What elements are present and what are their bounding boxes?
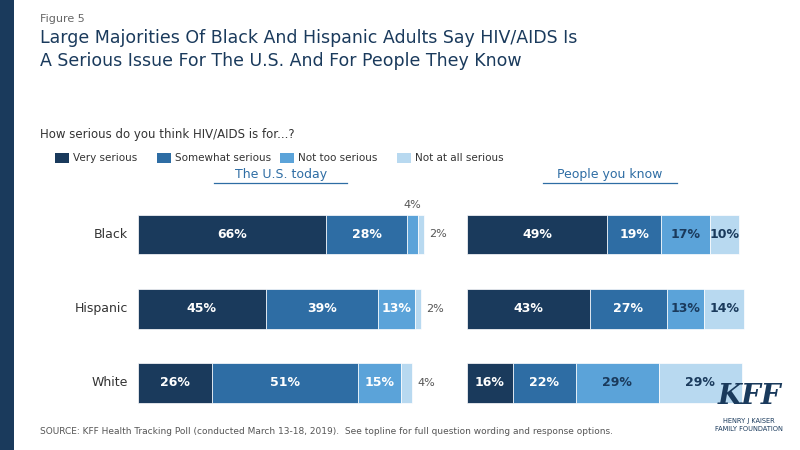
Text: 4%: 4% [418, 378, 435, 388]
Text: 2%: 2% [426, 304, 444, 314]
Text: 13%: 13% [382, 302, 411, 315]
FancyBboxPatch shape [55, 153, 70, 163]
FancyBboxPatch shape [138, 215, 326, 254]
FancyBboxPatch shape [607, 215, 662, 254]
Text: 66%: 66% [217, 228, 247, 241]
FancyBboxPatch shape [212, 363, 358, 403]
FancyBboxPatch shape [513, 363, 575, 403]
Text: 2%: 2% [429, 230, 447, 239]
Text: 17%: 17% [670, 228, 701, 241]
FancyBboxPatch shape [378, 289, 415, 328]
Text: HENRY J KAISER
FAMILY FOUNDATION: HENRY J KAISER FAMILY FOUNDATION [715, 418, 783, 432]
FancyBboxPatch shape [401, 363, 412, 403]
Text: 15%: 15% [364, 377, 394, 389]
FancyBboxPatch shape [704, 289, 744, 328]
Text: Not at all serious: Not at all serious [415, 153, 504, 163]
Text: Hispanic: Hispanic [74, 302, 128, 315]
Text: 43%: 43% [514, 302, 543, 315]
Text: Somewhat serious: Somewhat serious [175, 153, 271, 163]
Text: 49%: 49% [522, 228, 552, 241]
FancyBboxPatch shape [157, 153, 171, 163]
Text: 51%: 51% [270, 377, 300, 389]
FancyBboxPatch shape [466, 363, 513, 403]
Text: KFF: KFF [718, 382, 781, 410]
Text: 14%: 14% [710, 302, 739, 315]
FancyBboxPatch shape [590, 289, 667, 328]
Text: 22%: 22% [529, 377, 559, 389]
FancyBboxPatch shape [326, 215, 406, 254]
FancyBboxPatch shape [398, 153, 411, 163]
Text: People you know: People you know [557, 168, 662, 181]
FancyBboxPatch shape [406, 215, 418, 254]
Text: 10%: 10% [710, 228, 739, 241]
FancyBboxPatch shape [266, 289, 378, 328]
FancyBboxPatch shape [662, 215, 710, 254]
Text: 4%: 4% [403, 200, 421, 210]
Text: 29%: 29% [602, 377, 632, 389]
Text: How serious do you think HIV/AIDS is for...?: How serious do you think HIV/AIDS is for… [39, 128, 294, 141]
Text: 29%: 29% [685, 377, 715, 389]
Text: 26%: 26% [160, 377, 190, 389]
FancyBboxPatch shape [575, 363, 658, 403]
Text: Very serious: Very serious [74, 153, 138, 163]
Text: Black: Black [94, 228, 128, 241]
Text: Not too serious: Not too serious [298, 153, 377, 163]
FancyBboxPatch shape [710, 215, 738, 254]
Text: 16%: 16% [474, 377, 505, 389]
Text: 19%: 19% [619, 228, 649, 241]
Text: 27%: 27% [614, 302, 643, 315]
FancyBboxPatch shape [418, 215, 424, 254]
FancyBboxPatch shape [667, 289, 704, 328]
FancyBboxPatch shape [466, 215, 607, 254]
Text: 28%: 28% [351, 228, 382, 241]
FancyBboxPatch shape [466, 289, 590, 328]
Text: 13%: 13% [670, 302, 701, 315]
Text: 39%: 39% [307, 302, 337, 315]
Text: SOURCE: KFF Health Tracking Poll (conducted March 13-18, 2019).  See topline for: SOURCE: KFF Health Tracking Poll (conduc… [39, 428, 613, 436]
Text: Figure 5: Figure 5 [39, 14, 84, 23]
FancyBboxPatch shape [658, 363, 742, 403]
FancyBboxPatch shape [138, 363, 212, 403]
Text: Large Majorities Of Black And Hispanic Adults Say HIV/AIDS Is
A Serious Issue Fo: Large Majorities Of Black And Hispanic A… [39, 29, 577, 70]
Text: 45%: 45% [187, 302, 217, 315]
Text: White: White [92, 377, 128, 389]
FancyBboxPatch shape [280, 153, 294, 163]
FancyBboxPatch shape [358, 363, 401, 403]
FancyBboxPatch shape [415, 289, 421, 328]
FancyBboxPatch shape [138, 289, 266, 328]
Text: The U.S. today: The U.S. today [234, 168, 326, 181]
